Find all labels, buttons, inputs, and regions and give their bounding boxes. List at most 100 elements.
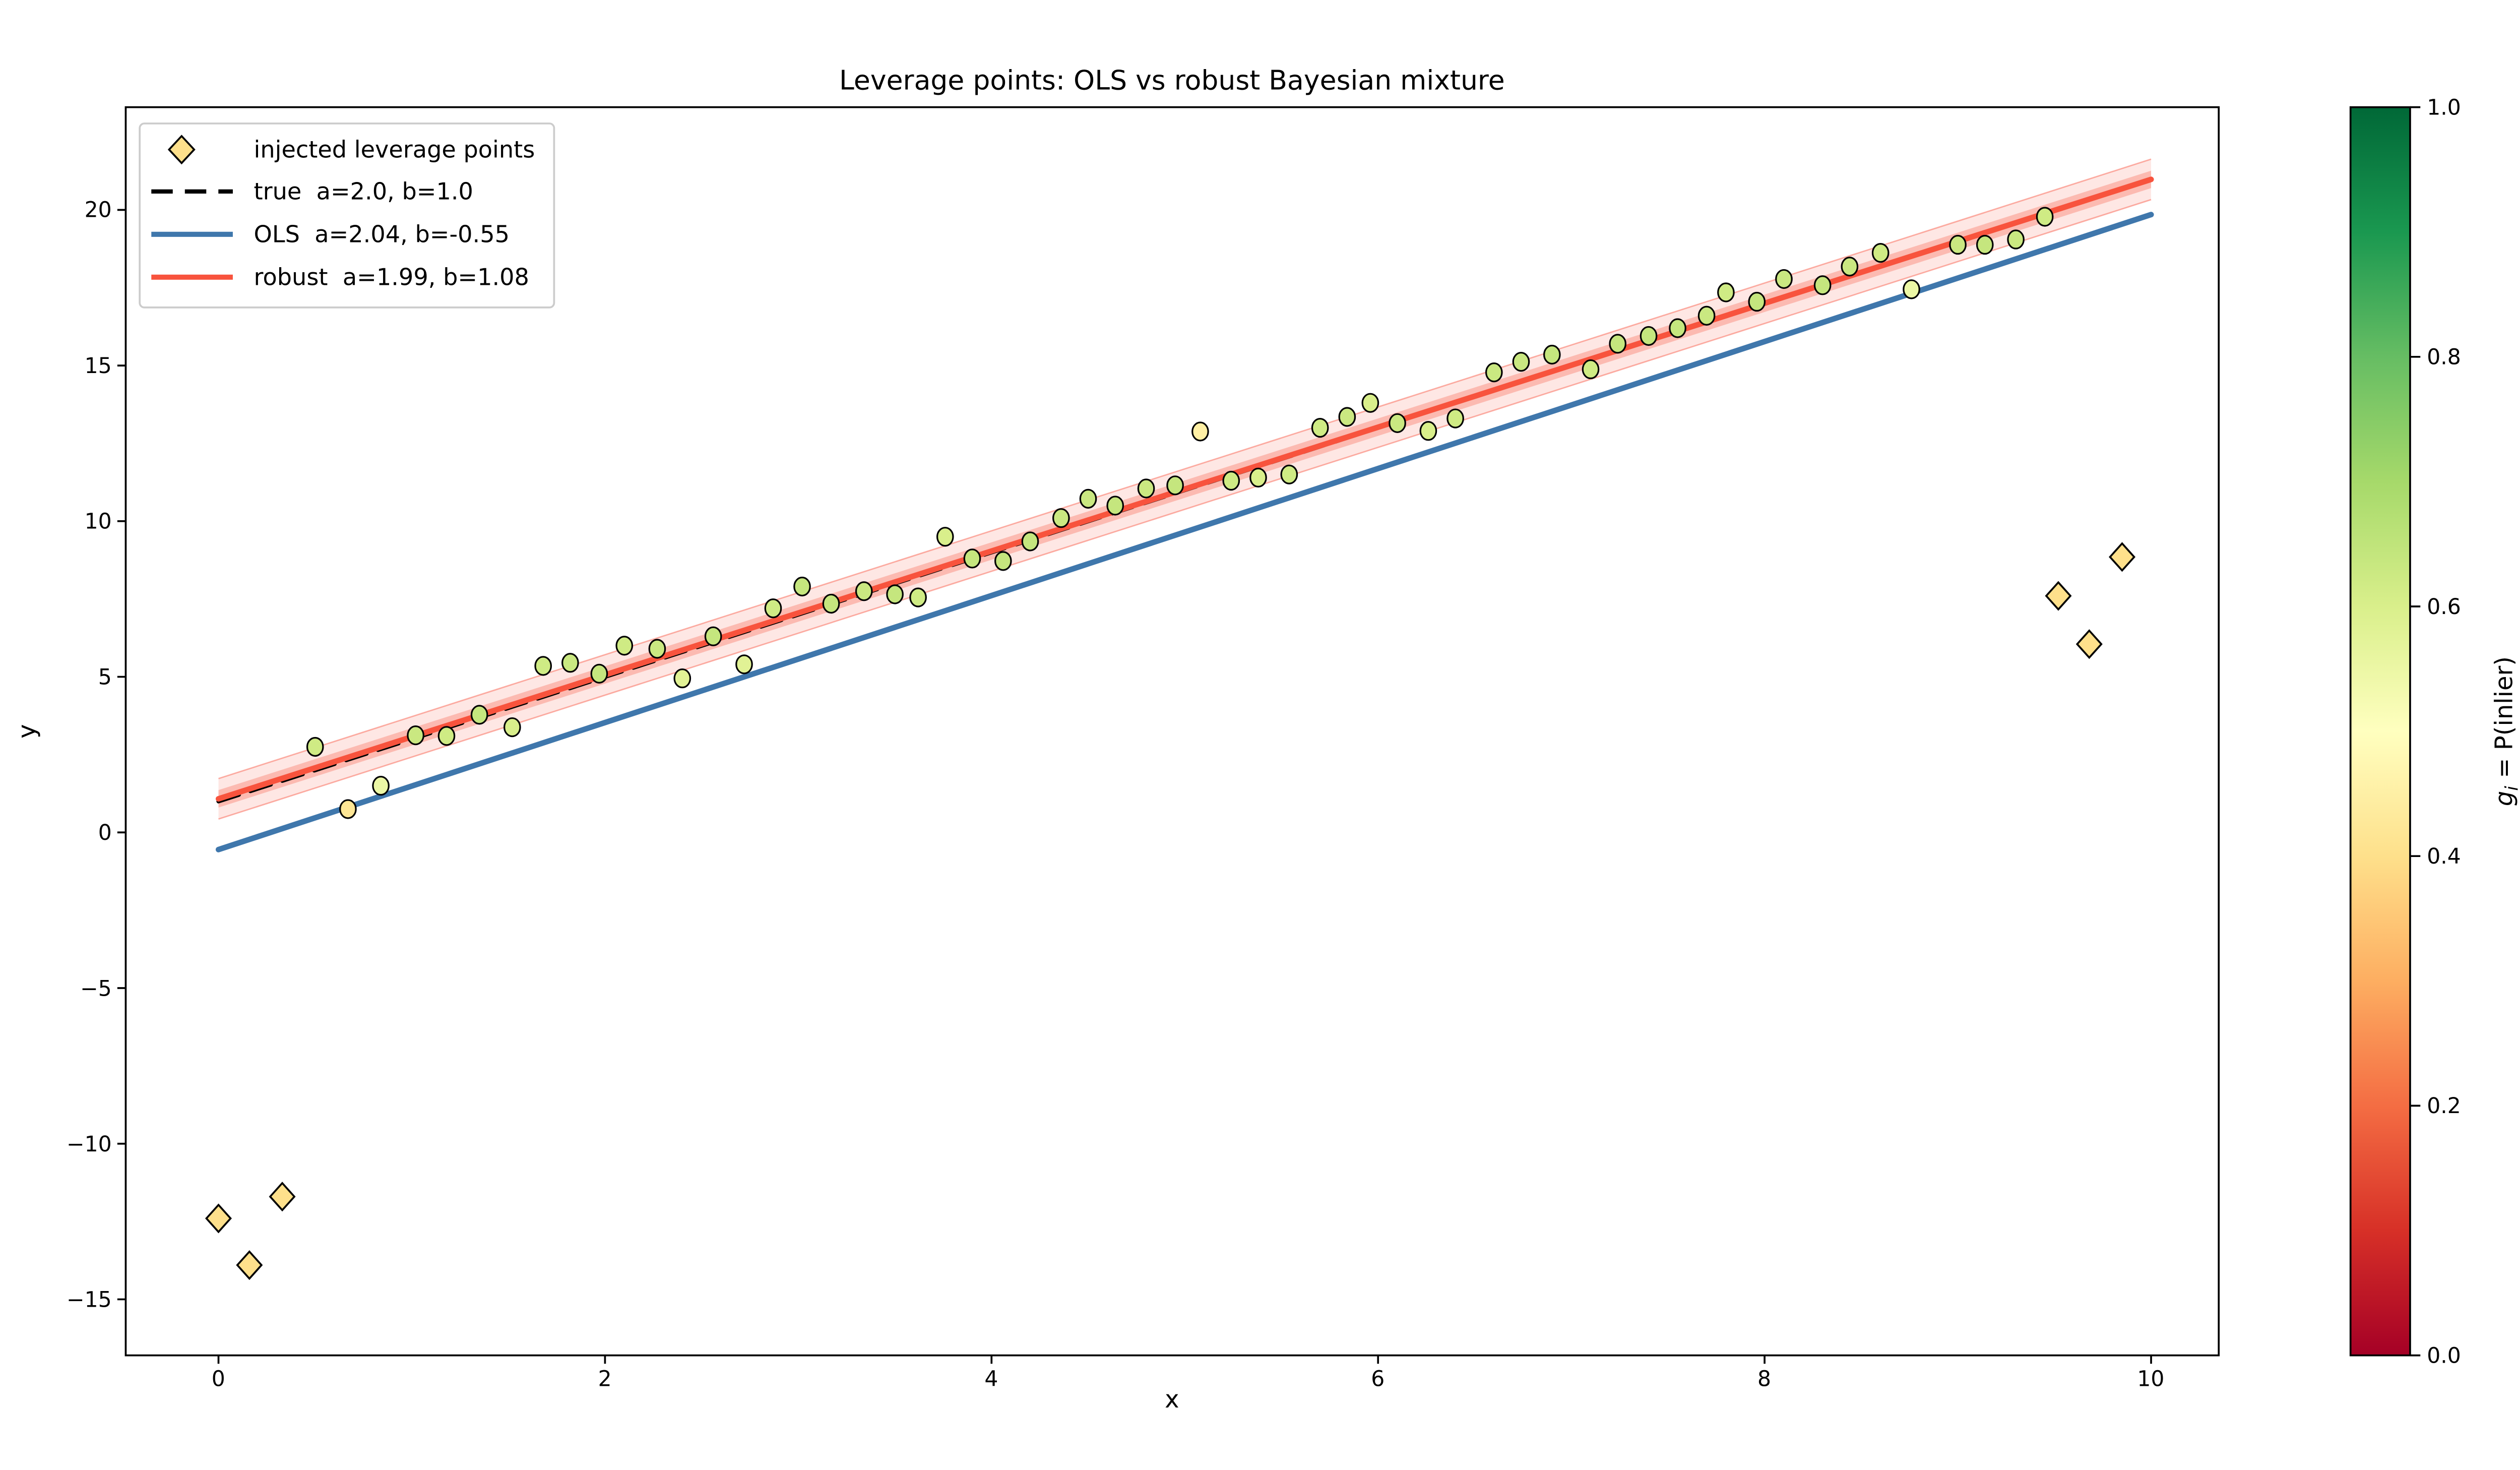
colorbar-tick-label: 0.4 — [2427, 844, 2461, 869]
ols-line — [215, 212, 2154, 852]
x-axis-label: x — [1165, 1385, 1179, 1414]
inlier-point — [1949, 234, 1967, 255]
inlier-point — [963, 548, 981, 569]
inlier-point — [764, 598, 782, 619]
inlier-point — [1871, 242, 1889, 263]
inlier-point — [1249, 467, 1267, 488]
inlier-point — [2036, 207, 2054, 227]
axis-tick-layer — [117, 209, 2152, 1364]
colorbar-tick-label: 0.6 — [2427, 595, 2461, 620]
leverage-point — [2075, 629, 2103, 659]
inlier-point — [822, 593, 840, 614]
scatter-point-layer — [205, 207, 2136, 1280]
inlier-point — [1419, 421, 1437, 441]
colorbar-gradient — [2350, 107, 2410, 1356]
colorbar-tick-label: 0.0 — [2427, 1343, 2461, 1368]
inlier-point — [1106, 496, 1124, 516]
colorbar-tick-layer — [2410, 106, 2421, 1357]
chart-title: Leverage points: OLS vs robust Bayesian … — [839, 65, 1505, 96]
inlier-point — [1813, 275, 1832, 295]
x-axis-tick-labels: 0 2 4 6 8 10 — [212, 1367, 2165, 1392]
inlier-point — [1697, 305, 1716, 326]
inlier-point — [561, 653, 579, 673]
inlier-point — [1280, 464, 1298, 484]
inlier-point — [1717, 282, 1735, 302]
inlier-point — [735, 654, 753, 675]
inlier-point — [855, 581, 873, 601]
inlier-point — [704, 626, 722, 646]
robust-band-edge — [218, 199, 2152, 820]
leverage-point — [2045, 581, 2072, 611]
inlier-point — [470, 705, 488, 725]
y-tick-label: 10 — [85, 510, 112, 534]
inlier-point — [1512, 352, 1530, 372]
inlier-point — [437, 726, 456, 746]
colorbar-tick-label: 1.0 — [2427, 95, 2461, 120]
plot-border — [124, 106, 2220, 1357]
inlier-point — [886, 584, 904, 604]
y-tick-label: 20 — [85, 198, 112, 223]
x-tick-label: 8 — [1757, 1367, 1771, 1392]
inlier-point — [1775, 269, 1793, 289]
y-axis-tick-labels: 20 15 10 5 0 −5 −10 −15 — [67, 198, 112, 1313]
y-axis-label: y — [13, 724, 41, 738]
inlier-point — [1485, 362, 1503, 383]
colorbar-border — [2349, 106, 2411, 1357]
inlier-point — [1137, 478, 1155, 499]
inlier-point — [1640, 326, 1658, 346]
inlier-point — [994, 551, 1012, 571]
inlier-point — [1311, 417, 1329, 438]
inlier-point — [1543, 344, 1561, 365]
plot-area: 0 2 4 6 8 10 20 15 10 5 0 −5 −10 −15 inj… — [67, 106, 2220, 1392]
inlier-point — [1446, 408, 1464, 428]
inlier-point — [339, 799, 357, 819]
leverage-point — [236, 1250, 263, 1280]
legend: injected leverage points true a=2.0, b=1… — [139, 122, 555, 309]
inlier-point — [503, 717, 521, 738]
inlier-point — [1166, 475, 1184, 496]
inlier-point — [1021, 531, 1039, 552]
leverage-point — [205, 1203, 232, 1234]
inlier-point — [1976, 234, 1994, 255]
y-tick-label: −10 — [67, 1132, 112, 1157]
inlier-point — [1903, 279, 1920, 299]
inlier-point — [1222, 470, 1240, 491]
colorbar-tick-label: 0.2 — [2427, 1094, 2461, 1119]
legend-box — [139, 122, 555, 309]
inlier-point — [372, 776, 390, 796]
inlier-point — [793, 576, 811, 597]
legend-diamond-marker — [167, 135, 196, 165]
colorbar: 1.0 0.8 0.6 0.4 0.2 0.0 gi = P(inlier) — [2349, 95, 2520, 1368]
x-tick-label: 4 — [984, 1367, 998, 1392]
inlier-point — [1052, 508, 1070, 528]
inlier-point — [1191, 421, 1209, 442]
legend-label-ols: OLS a=2.04, b=-0.55 — [254, 221, 510, 248]
inlier-point — [1609, 334, 1627, 354]
y-tick-label: −15 — [67, 1288, 112, 1313]
x-tick-label: 0 — [212, 1367, 225, 1392]
inlier-point — [936, 527, 954, 547]
leverage-point — [2109, 542, 2136, 572]
y-tick-label: 15 — [85, 354, 112, 379]
inlier-point — [1582, 359, 1600, 380]
inlier-point — [1669, 318, 1686, 338]
legend-label-leverage: injected leverage points — [254, 136, 535, 163]
inlier-point — [534, 656, 552, 676]
inlier-point — [615, 636, 634, 656]
inlier-point — [909, 587, 927, 607]
legend-label-true: true a=2.0, b=1.0 — [254, 178, 473, 205]
inlier-point — [306, 737, 324, 757]
y-tick-label: 5 — [98, 665, 112, 690]
colorbar-tick-labels: 1.0 0.8 0.6 0.4 0.2 0.0 — [2427, 95, 2461, 1368]
legend-label-robust: robust a=1.99, b=1.08 — [254, 264, 529, 291]
x-tick-label: 10 — [2137, 1367, 2164, 1392]
y-tick-label: 0 — [98, 821, 112, 845]
inlier-point — [590, 663, 608, 684]
inlier-point — [648, 639, 666, 659]
inlier-point — [1338, 407, 1356, 427]
inlier-point — [1361, 393, 1379, 413]
colorbar-axis-label: gi = P(inlier) — [2490, 656, 2520, 806]
y-tick-label: −5 — [80, 976, 112, 1001]
inlier-point — [407, 725, 424, 746]
